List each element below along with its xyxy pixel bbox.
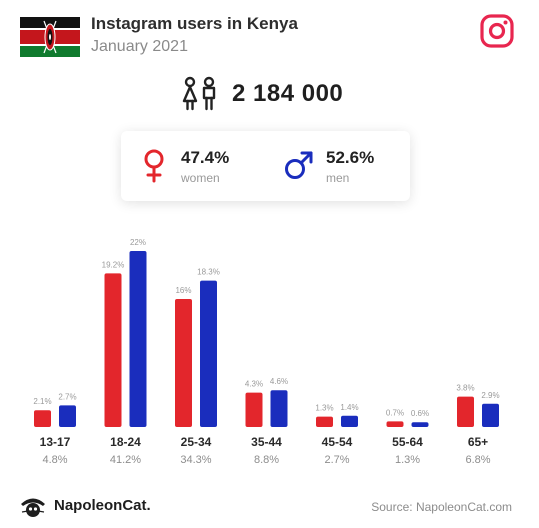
bar-value-label-women-55-64: 0.7% <box>386 408 404 417</box>
bar-men-18-24 <box>129 251 147 427</box>
chart-canvas: 2.1% 2.7% 13-17 4.8% 19.2% 22% 18-24 41.2% 16% 18… <box>33 238 499 466</box>
total-users-count: 2 184 000 <box>232 80 344 107</box>
category-label-35-44: 35-44 <box>251 435 282 449</box>
bar-value-label-men-35-44: 4.6% <box>270 377 288 386</box>
bar-men-65+ <box>482 403 499 427</box>
bar-value-label-men-25-34: 18.3% <box>197 268 220 277</box>
bar-women-45-54 <box>316 416 333 427</box>
category-label-55-64: 55-64 <box>392 435 423 449</box>
category-total-35-44: 8.8% <box>254 454 279 466</box>
bar-value-label-women-25-34: 16% <box>175 286 191 295</box>
category-label-25-34: 25-34 <box>181 435 212 449</box>
instagram-icon <box>480 14 514 48</box>
bar-value-label-men-13-17: 2.7% <box>58 392 76 401</box>
source-note: Source: NapoleonCat.com <box>371 500 512 514</box>
category-total-45-54: 2.7% <box>324 454 349 466</box>
bar-value-label-women-45-54: 1.3% <box>315 404 333 413</box>
bar-value-label-women-35-44: 4.3% <box>245 380 263 389</box>
brand-name: NapoleonCat. <box>54 496 151 514</box>
bar-women-35-44 <box>245 392 263 427</box>
category-total-18-24: 41.2% <box>110 454 141 466</box>
total-users-row: 2 184 000 <box>180 76 343 112</box>
bar-men-35-44 <box>270 390 288 427</box>
bar-men-45-54 <box>341 415 358 427</box>
category-label-18-24: 18-24 <box>110 435 141 449</box>
women-label: women <box>181 171 220 185</box>
bar-value-label-women-13-17: 2.1% <box>33 397 51 406</box>
bar-value-label-women-18-24: 19.2% <box>102 260 125 269</box>
category-total-55-64: 1.3% <box>395 454 420 466</box>
gender-split-card: 47.4% women 52.6% men <box>121 131 410 201</box>
people-icon <box>182 76 216 111</box>
bar-value-label-men-65+: 2.9% <box>481 391 499 400</box>
category-label-45-54: 45-54 <box>322 435 353 449</box>
bar-value-label-men-55-64: 0.6% <box>411 409 429 418</box>
bar-men-25-34 <box>200 280 217 427</box>
category-total-13-17: 4.8% <box>42 454 67 466</box>
napoleoncat-logo-icon <box>21 498 45 517</box>
category-label-65+: 65+ <box>468 435 488 449</box>
bar-women-55-64 <box>386 421 404 427</box>
category-total-65+: 6.8% <box>465 454 490 466</box>
male-symbol-icon <box>285 151 313 179</box>
bar-women-65+ <box>457 396 474 427</box>
category-total-25-34: 34.3% <box>180 454 211 466</box>
bar-women-18-24 <box>104 273 122 427</box>
bar-women-25-34 <box>175 299 192 427</box>
bar-value-label-men-18-24: 22% <box>130 238 146 247</box>
kenya-flag-icon <box>20 17 80 57</box>
men-percentage: 52.6% <box>326 148 375 167</box>
women-percentage: 47.4% <box>181 148 230 167</box>
page-subtitle: January 2021 <box>91 38 188 55</box>
bar-men-55-64 <box>411 422 429 427</box>
bar-women-13-17 <box>34 410 51 427</box>
bar-men-13-17 <box>59 405 76 427</box>
brand-logo: NapoleonCat. <box>18 490 151 520</box>
bar-value-label-women-65+: 3.8% <box>456 384 474 393</box>
page-title: Instagram users in Kenya <box>91 14 298 33</box>
men-label: men <box>326 171 350 185</box>
category-label-13-17: 13-17 <box>40 435 71 449</box>
female-symbol-icon <box>144 149 164 183</box>
age-gender-bar-chart: 2.1% 2.7% 13-17 4.8% 19.2% 22% 18-24 41.2% 16% 18… <box>0 220 539 470</box>
bar-value-label-men-45-54: 1.4% <box>340 403 358 412</box>
